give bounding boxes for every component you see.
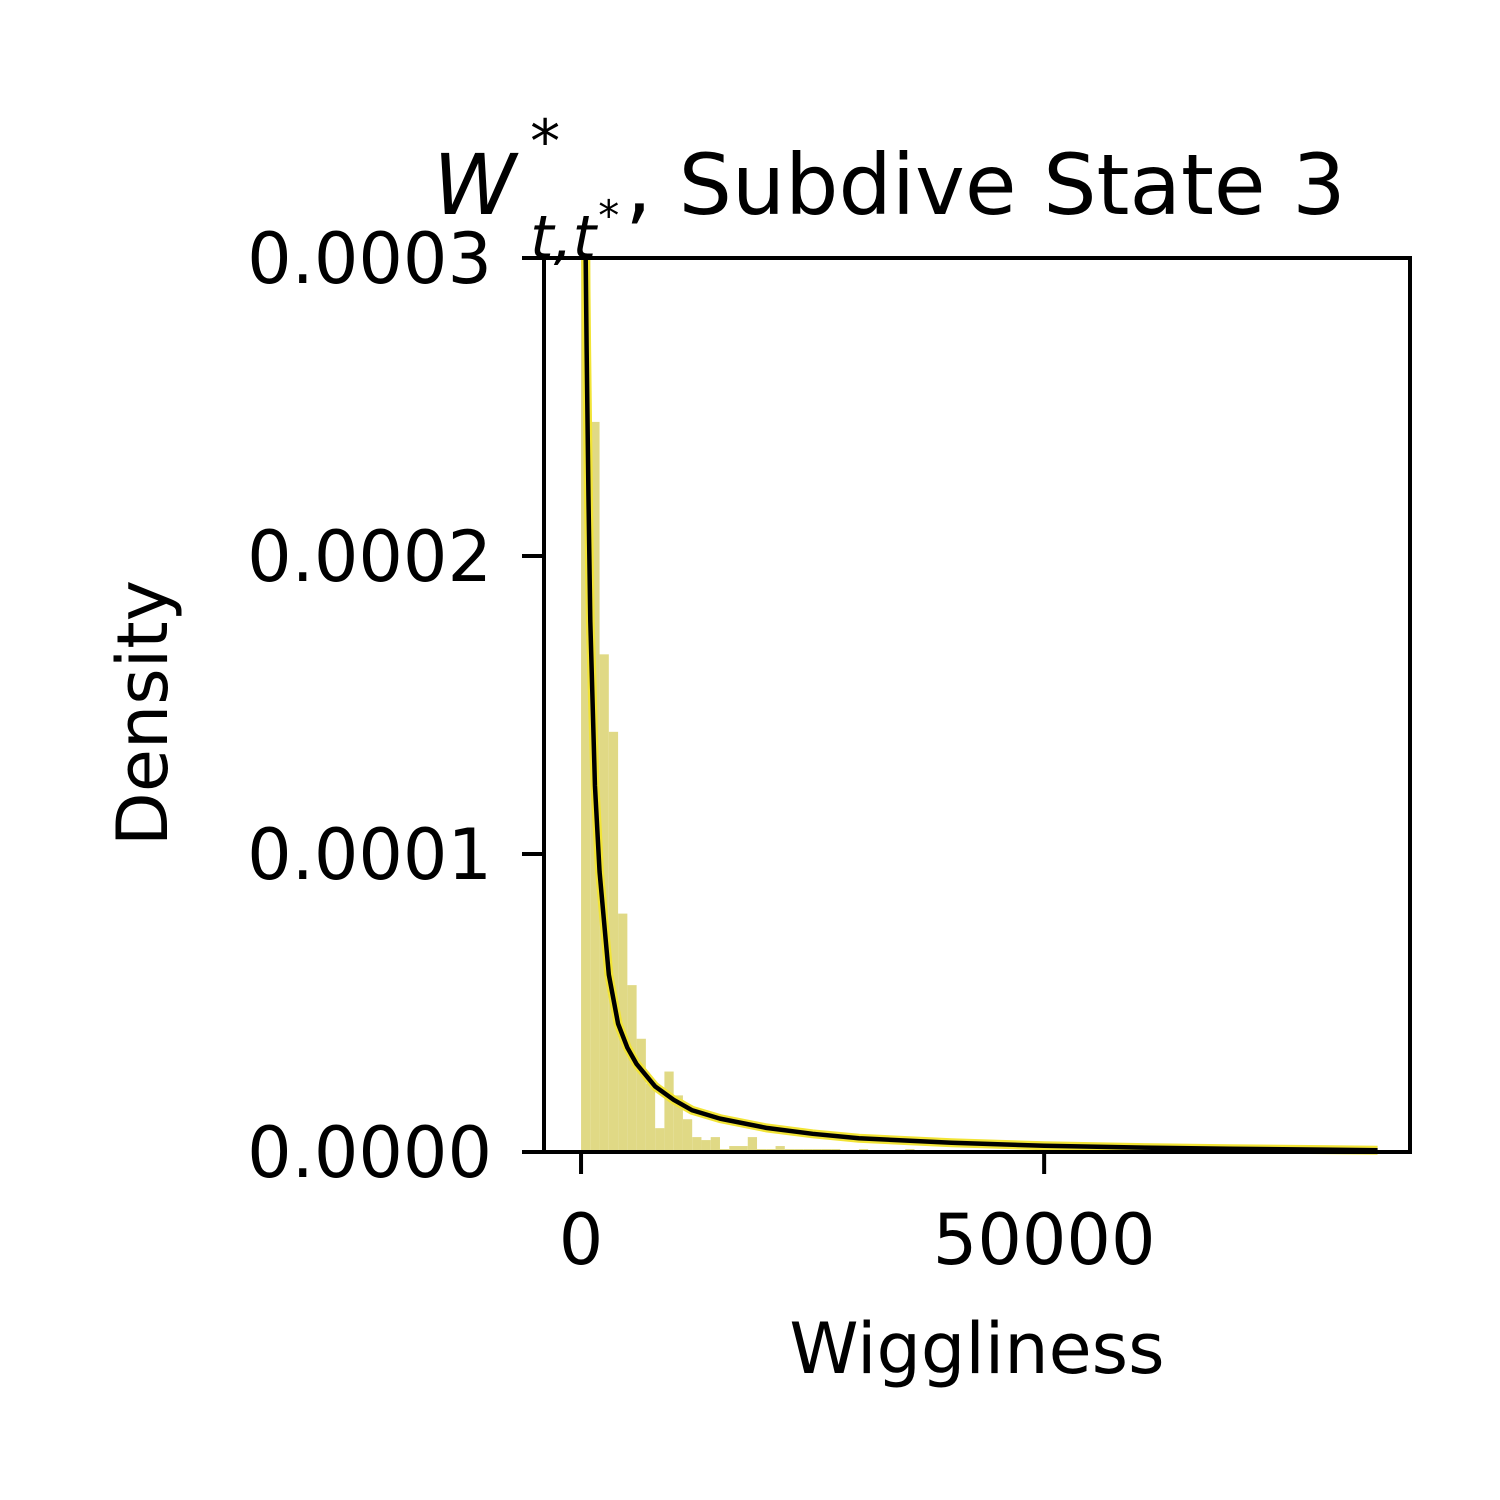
histogram-bar xyxy=(664,1071,674,1152)
histogram-bar xyxy=(701,1140,711,1152)
y-tick-label: 0.0000 xyxy=(247,1112,492,1194)
histogram-bar xyxy=(627,985,637,1152)
histogram-bar xyxy=(747,1137,758,1152)
chart-title: W * t,t*, Subdive State 3 xyxy=(433,107,1346,273)
y-axis-label: Density xyxy=(102,580,184,846)
histogram-bar xyxy=(581,258,591,1152)
title-rest: , Subdive State 3 xyxy=(625,136,1346,234)
y-axis: 0.0000 0.0001 0.0002 0.0003 xyxy=(247,218,544,1194)
title-superscript: * xyxy=(530,107,560,177)
histogram-bar xyxy=(655,1128,665,1152)
x-tick-label: 50000 xyxy=(933,1199,1156,1281)
histogram-bar xyxy=(729,1146,739,1152)
plot-frame xyxy=(542,256,1412,1154)
title-subscript-star: * xyxy=(598,191,619,240)
fit-curve-group xyxy=(581,257,1378,1155)
histogram-bar xyxy=(692,1137,702,1152)
histogram-bar xyxy=(682,1119,693,1152)
fit-curve-line xyxy=(583,257,1378,1153)
x-axis-label: Wiggliness xyxy=(789,1308,1164,1390)
histogram-bar xyxy=(645,1083,656,1152)
histogram-bar xyxy=(738,1146,748,1152)
y-tick-label: 0.0001 xyxy=(247,814,492,896)
title-symbol: W xyxy=(433,136,519,234)
histogram-bars xyxy=(581,258,952,1152)
fit-curve-halo xyxy=(581,257,1378,1155)
x-tick-label: 0 xyxy=(559,1199,604,1281)
histogram-bar xyxy=(775,1146,785,1152)
y-tick-label: 0.0002 xyxy=(247,516,492,598)
x-axis: 0 50000 xyxy=(559,1152,1156,1281)
histogram-bar xyxy=(710,1137,720,1152)
histogram-bar xyxy=(673,1095,683,1152)
y-tick-label: 0.0003 xyxy=(247,218,492,300)
histogram-bar xyxy=(636,1038,646,1152)
histogram-bar xyxy=(608,731,619,1152)
